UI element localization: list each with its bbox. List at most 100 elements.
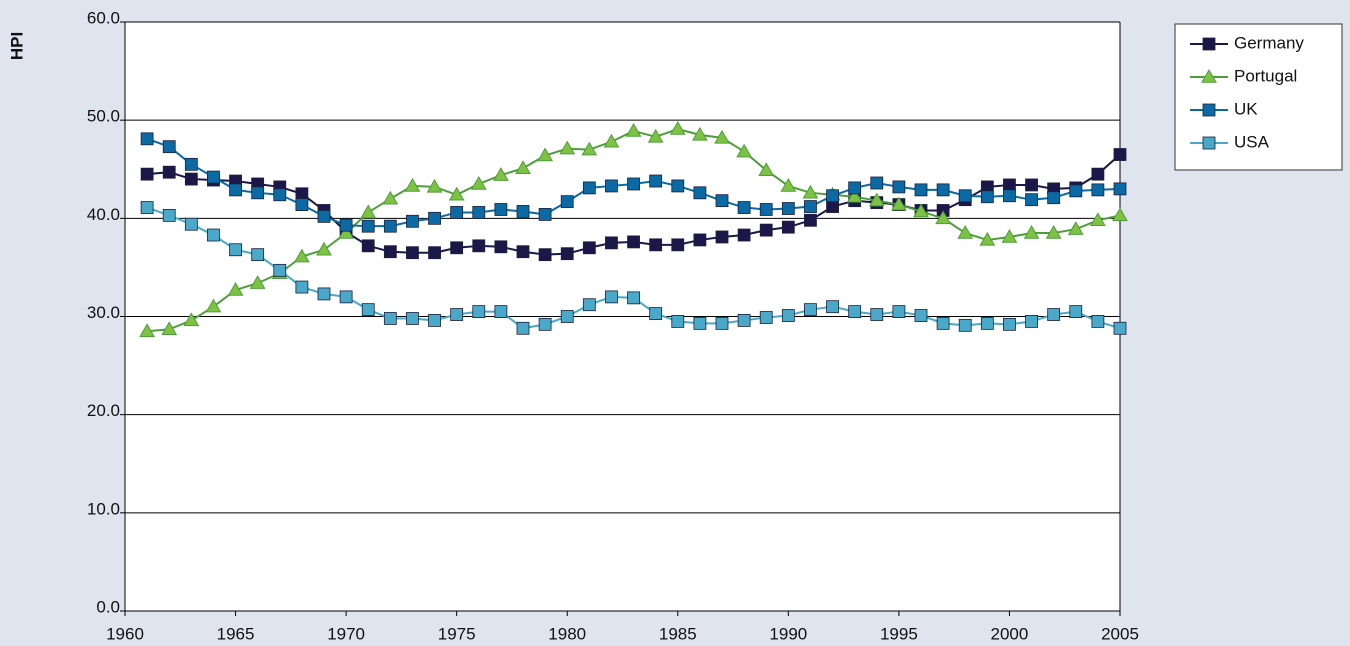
data-point bbox=[406, 246, 419, 260]
x-tick-label: 2000 bbox=[991, 624, 1029, 643]
y-tick-label: 30.0 bbox=[87, 303, 120, 322]
data-point bbox=[184, 172, 198, 186]
x-tick-label: 1985 bbox=[659, 624, 697, 643]
data-point bbox=[383, 219, 397, 233]
data-point bbox=[913, 203, 929, 218]
data-point bbox=[428, 211, 441, 225]
data-point bbox=[581, 141, 598, 156]
data-point bbox=[759, 203, 773, 216]
x-tick-label: 1990 bbox=[769, 624, 807, 643]
data-point bbox=[759, 311, 773, 324]
data-point bbox=[448, 186, 465, 201]
data-point bbox=[759, 223, 773, 237]
data-point bbox=[295, 187, 309, 201]
data-point bbox=[383, 245, 397, 259]
data-point bbox=[360, 204, 377, 219]
data-point bbox=[870, 308, 884, 321]
data-point bbox=[958, 318, 972, 332]
data-point bbox=[671, 238, 685, 252]
data-point bbox=[229, 243, 242, 257]
y-tick-label: 10.0 bbox=[87, 499, 120, 518]
data-point bbox=[980, 316, 994, 330]
data-point bbox=[582, 241, 596, 255]
data-point bbox=[826, 200, 839, 213]
data-point bbox=[979, 231, 996, 246]
data-point bbox=[781, 309, 795, 322]
data-point bbox=[1069, 305, 1083, 318]
data-point bbox=[1045, 225, 1062, 239]
data-point bbox=[516, 205, 530, 218]
data-point bbox=[140, 201, 154, 214]
data-point bbox=[804, 200, 817, 213]
data-point bbox=[162, 165, 176, 179]
data-point bbox=[605, 290, 618, 304]
data-point bbox=[383, 312, 397, 325]
data-point bbox=[1067, 221, 1084, 235]
data-point bbox=[715, 230, 729, 244]
data-point bbox=[450, 206, 464, 219]
data-point bbox=[207, 228, 220, 242]
data-point bbox=[560, 310, 574, 323]
data-point bbox=[317, 209, 331, 223]
data-point bbox=[935, 210, 951, 225]
data-point bbox=[647, 128, 664, 143]
data-point bbox=[559, 140, 576, 155]
data-point bbox=[936, 183, 950, 197]
data-point bbox=[1025, 315, 1038, 328]
data-point bbox=[493, 167, 509, 181]
data-point bbox=[494, 305, 508, 318]
data-point bbox=[249, 275, 266, 289]
data-point bbox=[140, 167, 154, 181]
data-point bbox=[627, 291, 640, 305]
data-point bbox=[538, 208, 552, 221]
data-point bbox=[472, 206, 486, 219]
data-point bbox=[892, 180, 906, 194]
data-point bbox=[472, 305, 486, 318]
data-point bbox=[183, 312, 200, 327]
data-point bbox=[736, 143, 752, 158]
data-point bbox=[1003, 189, 1016, 203]
data-point bbox=[1003, 178, 1016, 192]
data-point bbox=[1112, 207, 1128, 222]
legend-marker bbox=[1201, 68, 1217, 83]
data-point bbox=[605, 179, 618, 193]
data-point bbox=[162, 140, 176, 154]
data-point bbox=[1091, 167, 1105, 181]
data-point bbox=[1047, 191, 1061, 205]
data-point bbox=[428, 246, 441, 260]
data-point bbox=[382, 190, 399, 205]
data-point bbox=[140, 132, 154, 146]
data-point bbox=[161, 321, 178, 336]
data-point bbox=[848, 305, 862, 318]
y-tick-label: 20.0 bbox=[87, 401, 120, 420]
data-point bbox=[494, 240, 508, 254]
data-point bbox=[184, 217, 198, 231]
data-point bbox=[826, 189, 839, 203]
data-point bbox=[714, 129, 730, 144]
data-point bbox=[1003, 317, 1016, 331]
data-point bbox=[891, 196, 907, 211]
x-tick-label: 1970 bbox=[327, 624, 365, 643]
data-point bbox=[207, 170, 220, 184]
data-point bbox=[1001, 228, 1018, 243]
data-point bbox=[339, 290, 353, 304]
data-point bbox=[671, 179, 685, 193]
data-point bbox=[273, 188, 287, 202]
data-point bbox=[804, 303, 817, 317]
data-point bbox=[1047, 308, 1061, 321]
y-tick-label: 60.0 bbox=[87, 8, 120, 27]
data-point bbox=[957, 225, 974, 239]
data-point bbox=[450, 308, 464, 321]
x-tick-label: 1995 bbox=[880, 624, 918, 643]
x-tick-label: 2005 bbox=[1101, 624, 1139, 643]
data-point bbox=[603, 133, 620, 148]
data-point bbox=[868, 192, 885, 207]
data-point bbox=[316, 241, 332, 256]
data-point bbox=[428, 314, 441, 327]
data-point bbox=[273, 263, 287, 277]
data-point bbox=[781, 220, 795, 234]
legend-label: UK bbox=[1234, 99, 1258, 118]
data-point bbox=[870, 176, 884, 190]
data-point bbox=[1113, 182, 1127, 196]
data-point bbox=[516, 321, 530, 335]
